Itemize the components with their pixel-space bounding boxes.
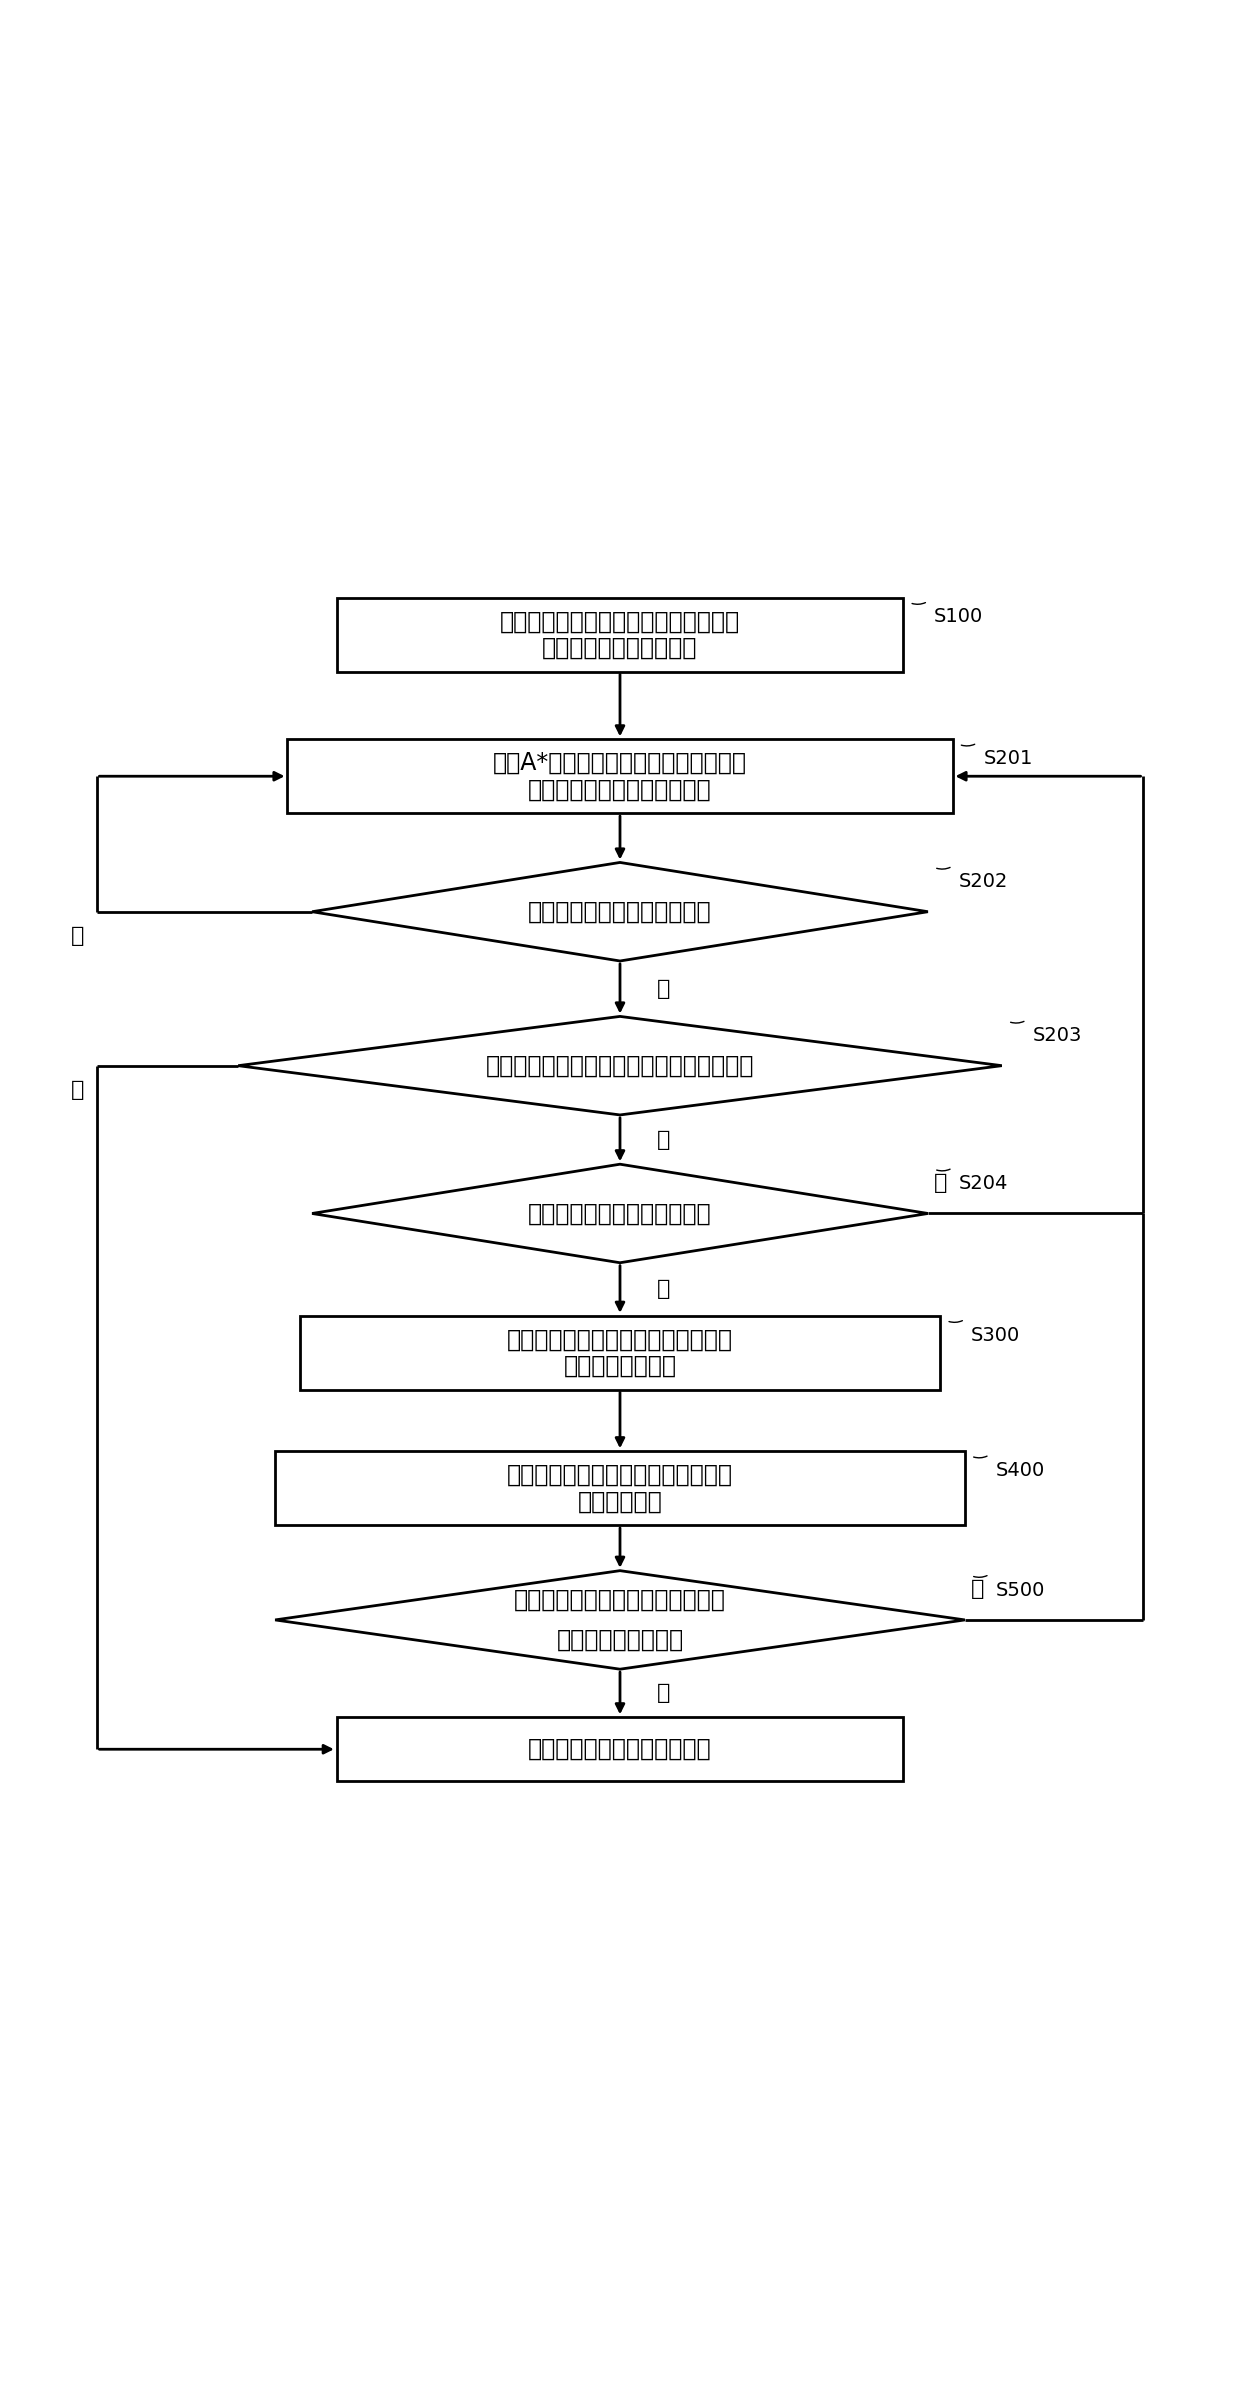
Text: S500: S500 (996, 1580, 1045, 1599)
Polygon shape (312, 1164, 928, 1262)
Text: 保存路径并结束路径规划过程: 保存路径并结束路径规划过程 (528, 1738, 712, 1761)
Bar (337, 598, 903, 672)
Text: S300: S300 (971, 1326, 1021, 1346)
Text: 否: 否 (934, 1173, 947, 1193)
Bar (275, 1451, 965, 1525)
Text: 是: 是 (657, 1279, 671, 1300)
Text: 否: 否 (657, 1130, 671, 1150)
Text: 合要求的样点: 合要求的样点 (578, 1489, 662, 1513)
Text: S400: S400 (996, 1460, 1045, 1479)
Bar (337, 1718, 903, 1781)
Text: S100: S100 (934, 607, 983, 626)
Text: 否: 否 (971, 1580, 985, 1599)
Polygon shape (275, 1570, 965, 1668)
Bar (288, 739, 952, 813)
Bar (300, 1317, 940, 1389)
Text: 是: 是 (71, 1080, 84, 1099)
Text: 获取所述路径节点中的拐点在所述拐: 获取所述路径节点中的拐点在所述拐 (507, 1326, 733, 1350)
Text: 否: 否 (657, 978, 671, 999)
Text: 点处进行撒点操作: 点处进行撒点操作 (563, 1355, 677, 1379)
Text: 判断所述当前节点是否为终点: 判断所述当前节点是否为终点 (528, 899, 712, 923)
Text: S202: S202 (959, 872, 1008, 891)
Polygon shape (312, 863, 928, 961)
Text: S204: S204 (959, 1173, 1008, 1193)
Text: 建立待测环境的栅格地图标记出障碍物: 建立待测环境的栅格地图标记出障碍物 (500, 609, 740, 633)
Polygon shape (238, 1016, 1002, 1116)
Text: 判断移动机器人从所述样点是否能: 判断移动机器人从所述样点是否能 (515, 1589, 725, 1613)
Text: 是: 是 (657, 1683, 671, 1704)
Text: 判定从当前节点是否可直接到达目标点位置: 判定从当前节点是否可直接到达目标点位置 (486, 1054, 754, 1078)
Text: 在所述栅格地图中的位置: 在所述栅格地图中的位置 (542, 636, 698, 660)
Text: 是: 是 (71, 927, 84, 946)
Text: S203: S203 (1033, 1025, 1083, 1044)
Text: 始节点、当前节点、辅助节点: 始节点、当前节点、辅助节点 (528, 777, 712, 801)
Text: 通过撒点操作获得若干样点筛选出符: 通过撒点操作获得若干样点筛选出符 (507, 1463, 733, 1487)
Text: S201: S201 (983, 748, 1033, 767)
Text: 判定所述当前节点是否为拐点: 判定所述当前节点是否为拐点 (528, 1202, 712, 1226)
Text: 利用A*算法搜索获得路径节点并获得初: 利用A*算法搜索获得路径节点并获得初 (494, 750, 746, 774)
Text: 直达所述目标点位置: 直达所述目标点位置 (557, 1628, 683, 1651)
